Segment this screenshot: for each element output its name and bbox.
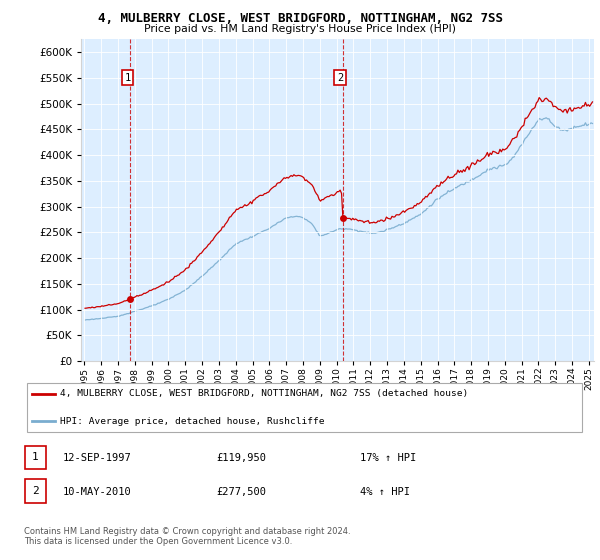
Text: £119,950: £119,950: [216, 453, 266, 463]
FancyBboxPatch shape: [27, 383, 582, 432]
Text: 2: 2: [32, 486, 39, 496]
Text: 17% ↑ HPI: 17% ↑ HPI: [360, 453, 416, 463]
Text: HPI: Average price, detached house, Rushcliffe: HPI: Average price, detached house, Rush…: [61, 417, 325, 426]
Text: Contains HM Land Registry data © Crown copyright and database right 2024.
This d: Contains HM Land Registry data © Crown c…: [24, 526, 350, 546]
FancyBboxPatch shape: [25, 446, 46, 469]
FancyBboxPatch shape: [25, 479, 46, 503]
Text: 10-MAY-2010: 10-MAY-2010: [63, 487, 132, 497]
Text: Price paid vs. HM Land Registry's House Price Index (HPI): Price paid vs. HM Land Registry's House …: [144, 24, 456, 34]
Text: 1: 1: [124, 73, 131, 83]
Text: £277,500: £277,500: [216, 487, 266, 497]
Text: 1: 1: [32, 452, 39, 463]
Text: 12-SEP-1997: 12-SEP-1997: [63, 453, 132, 463]
Text: 4, MULBERRY CLOSE, WEST BRIDGFORD, NOTTINGHAM, NG2 7SS: 4, MULBERRY CLOSE, WEST BRIDGFORD, NOTTI…: [97, 12, 503, 25]
Text: 4% ↑ HPI: 4% ↑ HPI: [360, 487, 410, 497]
Text: 4, MULBERRY CLOSE, WEST BRIDGFORD, NOTTINGHAM, NG2 7SS (detached house): 4, MULBERRY CLOSE, WEST BRIDGFORD, NOTTI…: [61, 389, 469, 398]
Text: 2: 2: [337, 73, 343, 83]
